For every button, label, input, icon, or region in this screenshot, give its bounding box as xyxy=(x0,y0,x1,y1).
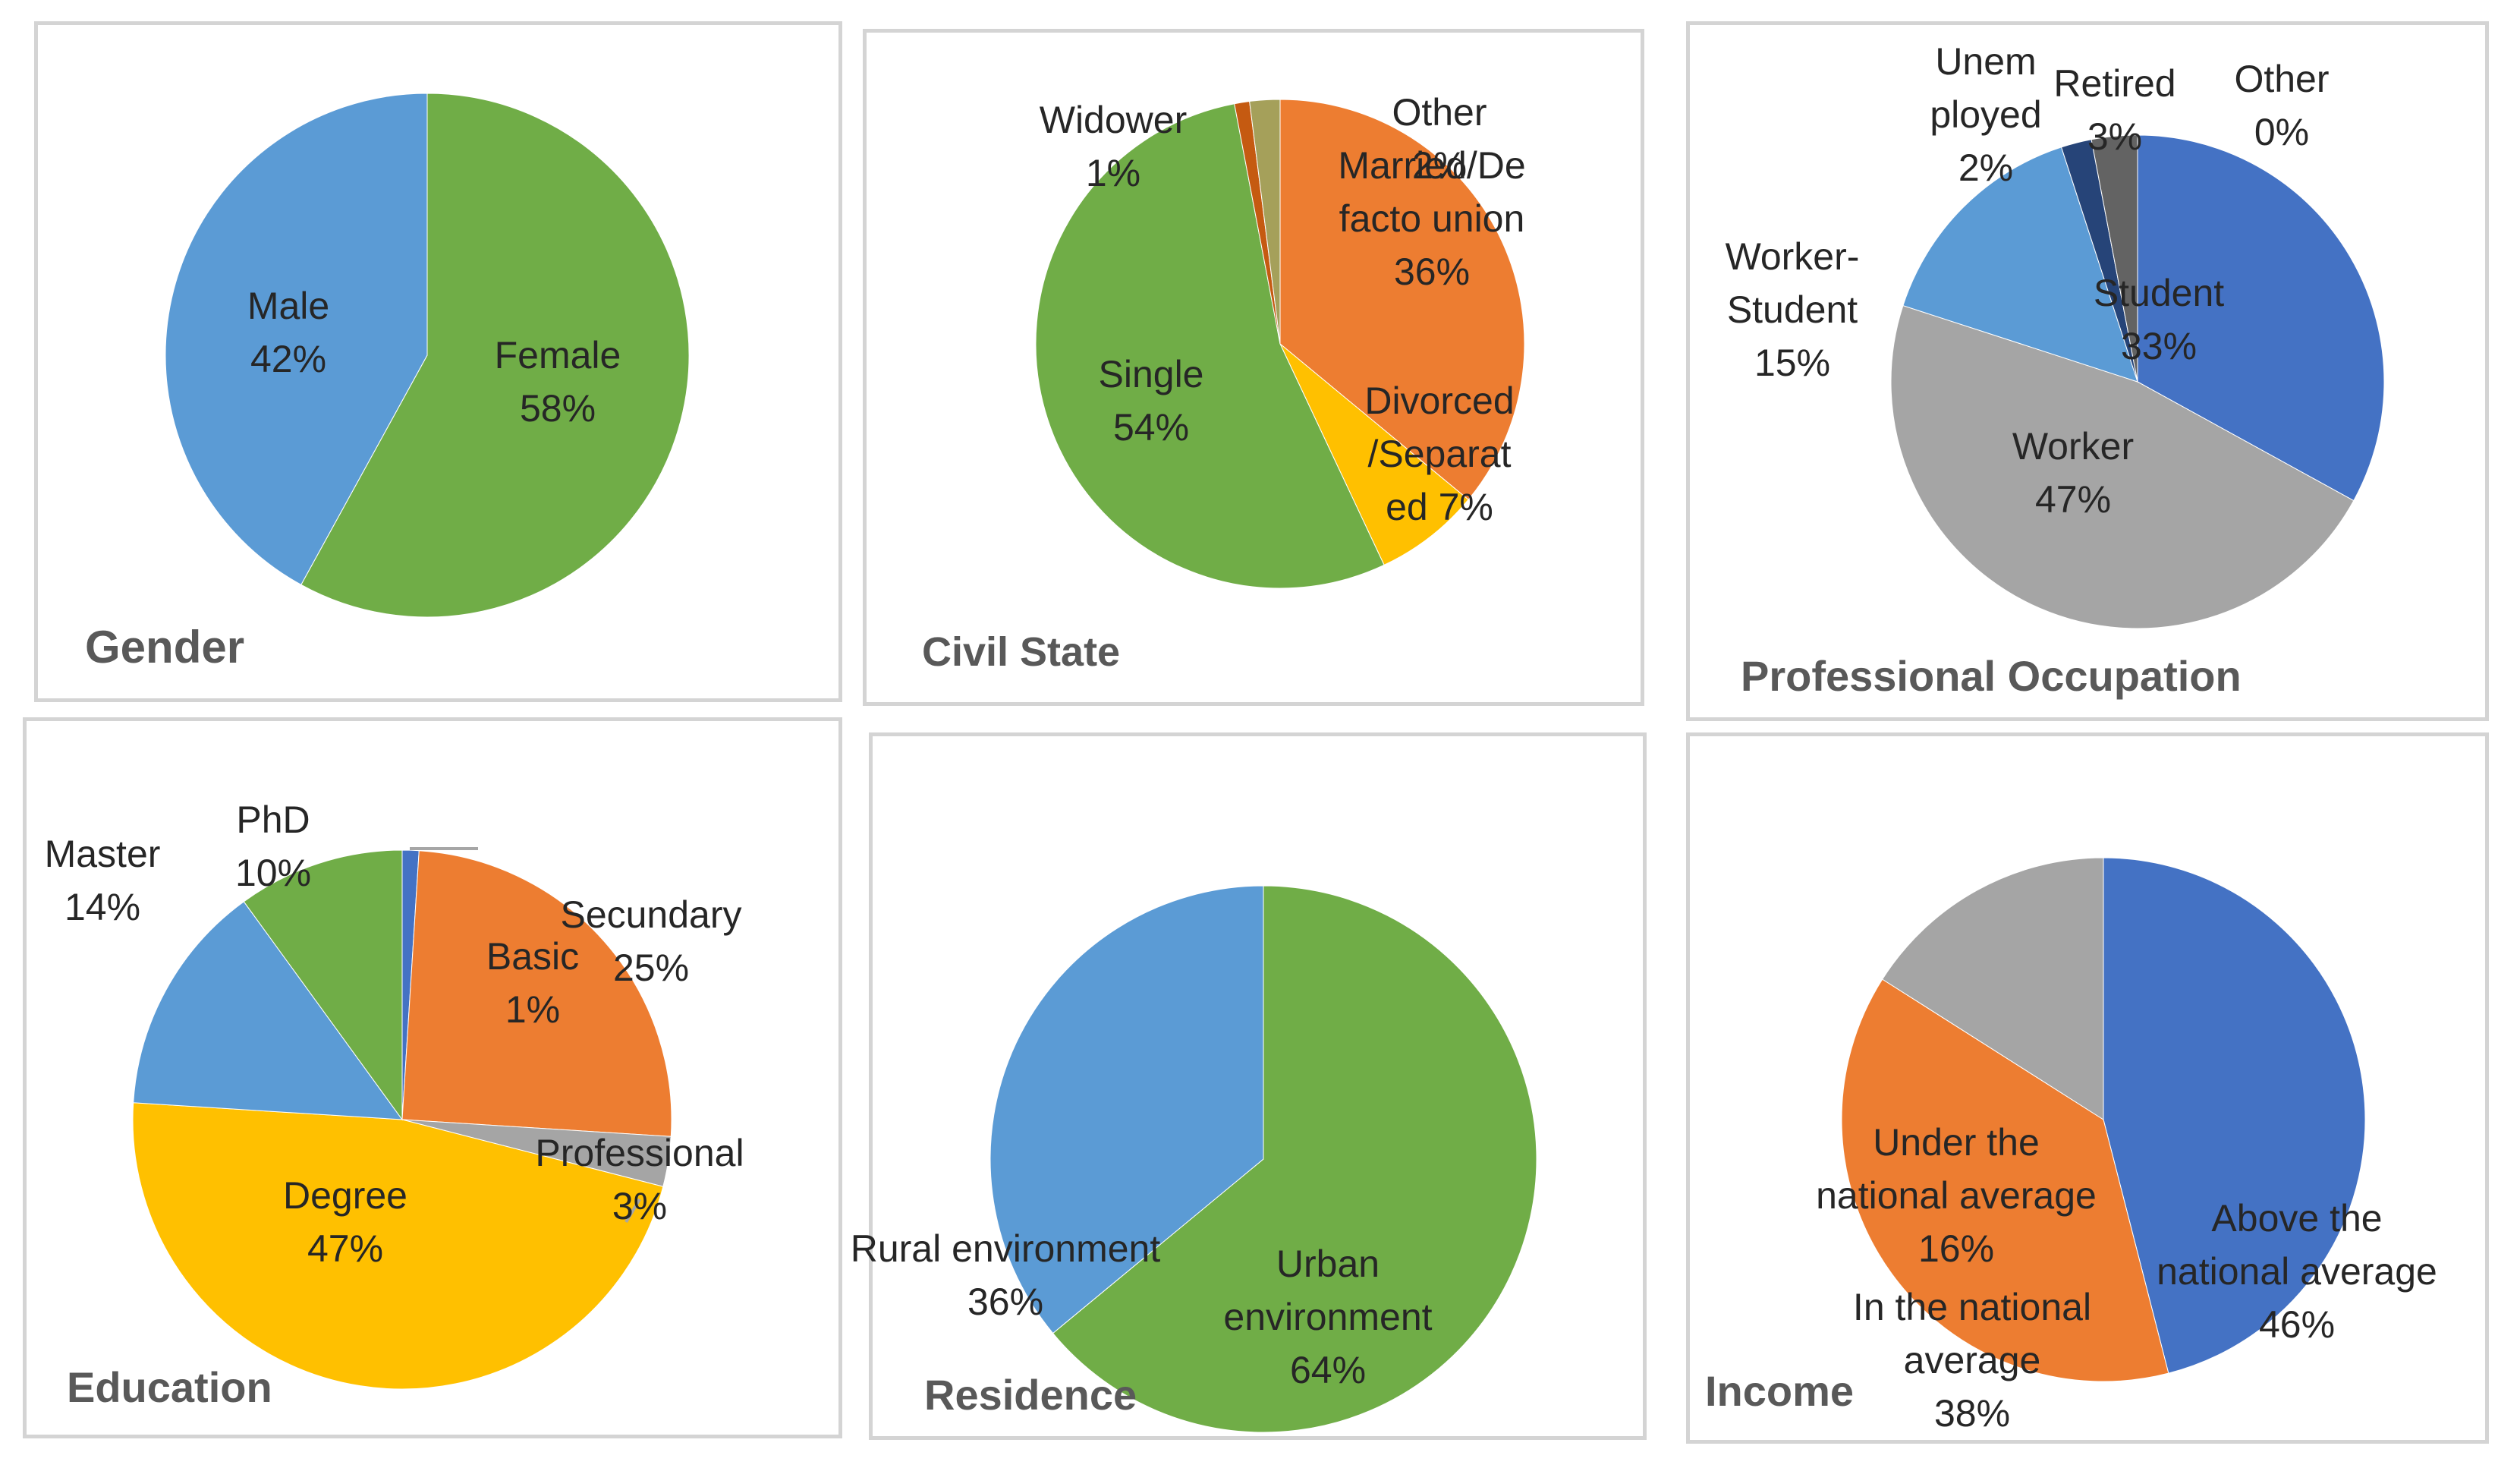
data-label: Rural environment 36% xyxy=(851,1227,1161,1323)
income-pie-chart: Above the national average 46% In the natio… xyxy=(1816,857,2437,1435)
leader-line xyxy=(624,1198,641,1224)
data-label: Divorced/Separat ed 7% xyxy=(1364,380,1514,528)
pie-slice-degree xyxy=(132,1102,664,1390)
pie-slice-worker xyxy=(1890,304,2355,629)
chart-title: Civil State xyxy=(922,629,1121,675)
residence-pie-chart: Urban environment 64% Rural environment 36% xyxy=(851,885,1537,1433)
chart-title: Education xyxy=(67,1363,272,1411)
data-label: Degree 47% xyxy=(283,1174,407,1270)
data-label: Urban environment 64% xyxy=(1223,1243,1432,1391)
civil-state-pie-chart: Married/De facto union 36% Divorced/Separat… xyxy=(1035,91,1526,589)
data-label: Student 33% xyxy=(2094,272,2224,367)
pie-slice-phd xyxy=(243,849,403,1121)
chart-title: Professional Occupation xyxy=(1741,652,2242,700)
data-label: Married/De facto union 36% xyxy=(1338,144,1525,293)
data-label: Basic 1% xyxy=(486,935,579,1031)
data-label: Male 42% xyxy=(247,285,329,380)
education-pie-chart: Basic 1%Secundary 25% Professional 3% Degree 4… xyxy=(45,799,744,1390)
civil-state-chart-panel: Married/De facto union 36% Divorced/Separat… xyxy=(863,29,1644,706)
data-label: Master 14% xyxy=(45,833,161,928)
education-chart-panel: Basic 1% Secundary 25% Professional 3% Degree 4… xyxy=(23,717,842,1438)
data-label: Worker-Student 15% xyxy=(1726,235,1860,384)
data-label: Under the national average 16% xyxy=(1816,1121,2097,1270)
data-label: Worker 47% xyxy=(2012,425,2134,521)
data-label: Secundary 25% xyxy=(560,893,741,989)
chart-title: Residence xyxy=(924,1371,1137,1419)
gender-pie-chart: Female 58% Male 42% xyxy=(165,93,690,618)
pie-slice-under-the-national-average xyxy=(1882,857,2104,1120)
pie-slice-male xyxy=(165,93,428,586)
chart-title: Income xyxy=(1705,1367,1855,1415)
data-label: Single 54% xyxy=(1099,353,1204,449)
pie-slice-retired xyxy=(2091,134,2138,383)
pie-slice-worker-student xyxy=(1902,146,2138,383)
pie-slice-female xyxy=(300,93,690,618)
professional-occupation-chart-panel: Student 33% Worker 47% Worker-Student 15% Unem… xyxy=(1686,21,2489,721)
pie-slice-in-the-national-average xyxy=(1841,978,2169,1382)
data-label: Widower 1% xyxy=(1040,99,1187,194)
pie-slice-student xyxy=(2137,134,2385,502)
pie-slice-secundary xyxy=(401,850,672,1137)
pie-slice-single xyxy=(1035,103,1385,589)
pie-slice-other xyxy=(1249,99,1281,345)
data-label: PhD 10% xyxy=(235,799,311,894)
pie-slice-master xyxy=(133,901,404,1120)
pie-slice-married-de-facto-union xyxy=(1279,99,1525,500)
data-label: In the national average 38% xyxy=(1853,1286,2091,1435)
income-chart-panel: Above the national average 46% In the natio… xyxy=(1686,732,2489,1444)
data-label: Other 0% xyxy=(2234,58,2329,153)
data-label: Above the national average 46% xyxy=(2157,1197,2437,1346)
pie-slice-divorced-separated xyxy=(1279,343,1469,566)
data-label: Professional 3% xyxy=(535,1132,744,1227)
chart-title: Gender xyxy=(85,622,245,673)
pie-slice-rural-environment xyxy=(989,885,1264,1334)
data-label: Other 2% xyxy=(1392,91,1487,187)
data-label: Unem ployed 2% xyxy=(1930,40,2041,189)
pie-slice-urban-environment xyxy=(1052,885,1537,1433)
gender-chart-panel: Female 58% Male 42% Gender xyxy=(34,21,842,702)
pie-slice-above-the-national-average xyxy=(2103,857,2366,1374)
data-label: Retired 3% xyxy=(2053,62,2176,158)
data-label: Female 58% xyxy=(495,334,621,430)
professional-occupation-pie-chart: Student 33% Worker 47% Worker-Student 15% Unem… xyxy=(1726,40,2385,629)
residence-chart-panel: Urban environment 64% Rural environment 36% … xyxy=(851,732,1647,1440)
